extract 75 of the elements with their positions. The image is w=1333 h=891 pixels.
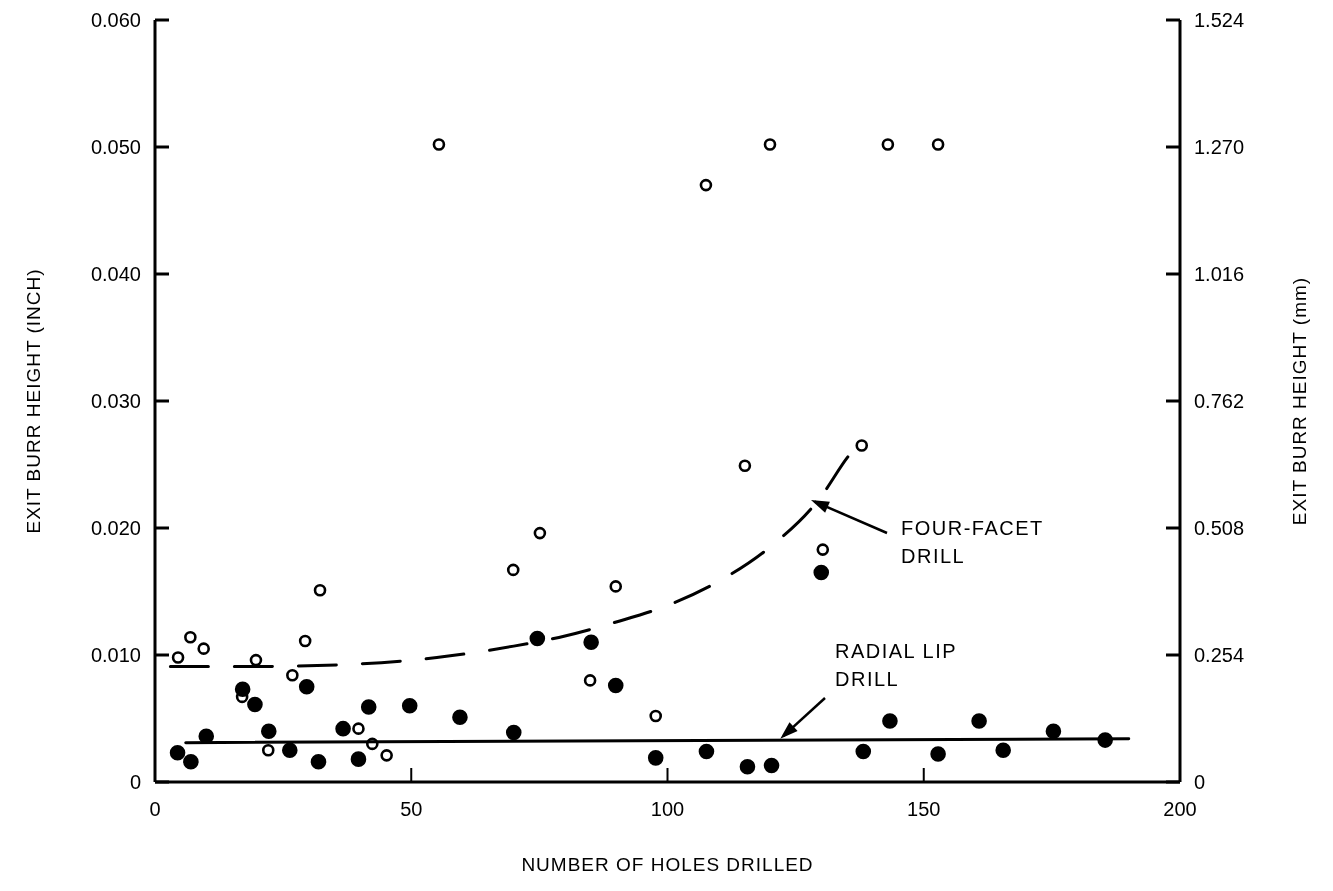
point — [533, 526, 547, 540]
x-tick-label: 0 — [149, 798, 161, 820]
y2-tick-label: 1.016 — [1194, 263, 1245, 285]
x-axis-title: NUMBER OF HOLES DRILLED — [521, 854, 814, 875]
point — [699, 178, 713, 192]
point — [649, 709, 663, 723]
point — [647, 750, 664, 766]
y-tick-label: 0.010 — [90, 644, 141, 666]
point — [931, 138, 945, 151]
point — [310, 753, 327, 770]
point — [763, 138, 777, 151]
point — [607, 677, 624, 694]
point — [171, 651, 185, 664]
point — [855, 439, 869, 452]
y-axis-title: EXIT BURR HEIGHT (INCH) — [23, 268, 44, 534]
point — [261, 743, 275, 757]
point — [183, 753, 199, 770]
point — [881, 138, 895, 151]
point — [763, 757, 780, 774]
point — [882, 713, 898, 729]
point — [352, 722, 365, 735]
annotation: FOUR-FACET DRILL — [901, 517, 1044, 567]
point — [506, 563, 520, 577]
point — [380, 749, 393, 762]
point — [738, 459, 752, 473]
point — [184, 630, 197, 644]
x-tick-label: 150 — [907, 798, 941, 820]
annotation: RADIAL LIP DRILL — [835, 640, 958, 690]
point — [281, 742, 298, 759]
point — [360, 699, 377, 715]
point — [313, 583, 327, 597]
point — [995, 742, 1011, 759]
point — [197, 642, 210, 655]
point — [583, 634, 599, 651]
point — [169, 744, 186, 761]
y2-tick-label: 0.762 — [1194, 390, 1245, 412]
y-tick-label: 0.060 — [90, 9, 141, 31]
y-tick-label: 0.030 — [90, 390, 141, 412]
point — [298, 634, 312, 648]
point — [432, 138, 446, 151]
y2-tick-label: 0 — [1194, 771, 1206, 793]
point — [247, 696, 263, 713]
point — [739, 758, 756, 775]
point — [234, 681, 251, 698]
x-tick-label: 200 — [1163, 798, 1197, 820]
y-tick-label: 0.040 — [90, 263, 141, 285]
point — [286, 669, 299, 682]
point — [505, 724, 522, 741]
x-tick-label: 50 — [400, 798, 423, 820]
x-tick-label: 100 — [650, 798, 685, 820]
point — [452, 709, 468, 726]
point — [971, 713, 987, 729]
point — [260, 723, 277, 739]
y2-axis-title: EXIT BURR HEIGHT (mm) — [1289, 276, 1310, 526]
point — [698, 743, 715, 760]
y2-tick-label: 0.508 — [1194, 517, 1245, 539]
point — [855, 743, 872, 760]
point — [609, 580, 623, 593]
y-tick-label: 0.020 — [90, 517, 141, 539]
point — [249, 653, 263, 667]
point — [350, 751, 367, 767]
point — [335, 720, 351, 737]
point — [401, 698, 418, 714]
point — [1045, 723, 1062, 739]
point — [813, 564, 830, 581]
point — [529, 630, 546, 647]
point — [816, 543, 830, 556]
y2-tick-label: 0.254 — [1194, 644, 1245, 666]
point — [583, 674, 597, 687]
point — [930, 746, 946, 762]
y-tick-label: 0.050 — [90, 136, 141, 158]
y2-tick-label: 1.524 — [1194, 9, 1245, 31]
point — [298, 678, 315, 695]
y-tick-label: 0 — [129, 771, 141, 793]
y2-tick-label: 1.270 — [1194, 136, 1245, 158]
